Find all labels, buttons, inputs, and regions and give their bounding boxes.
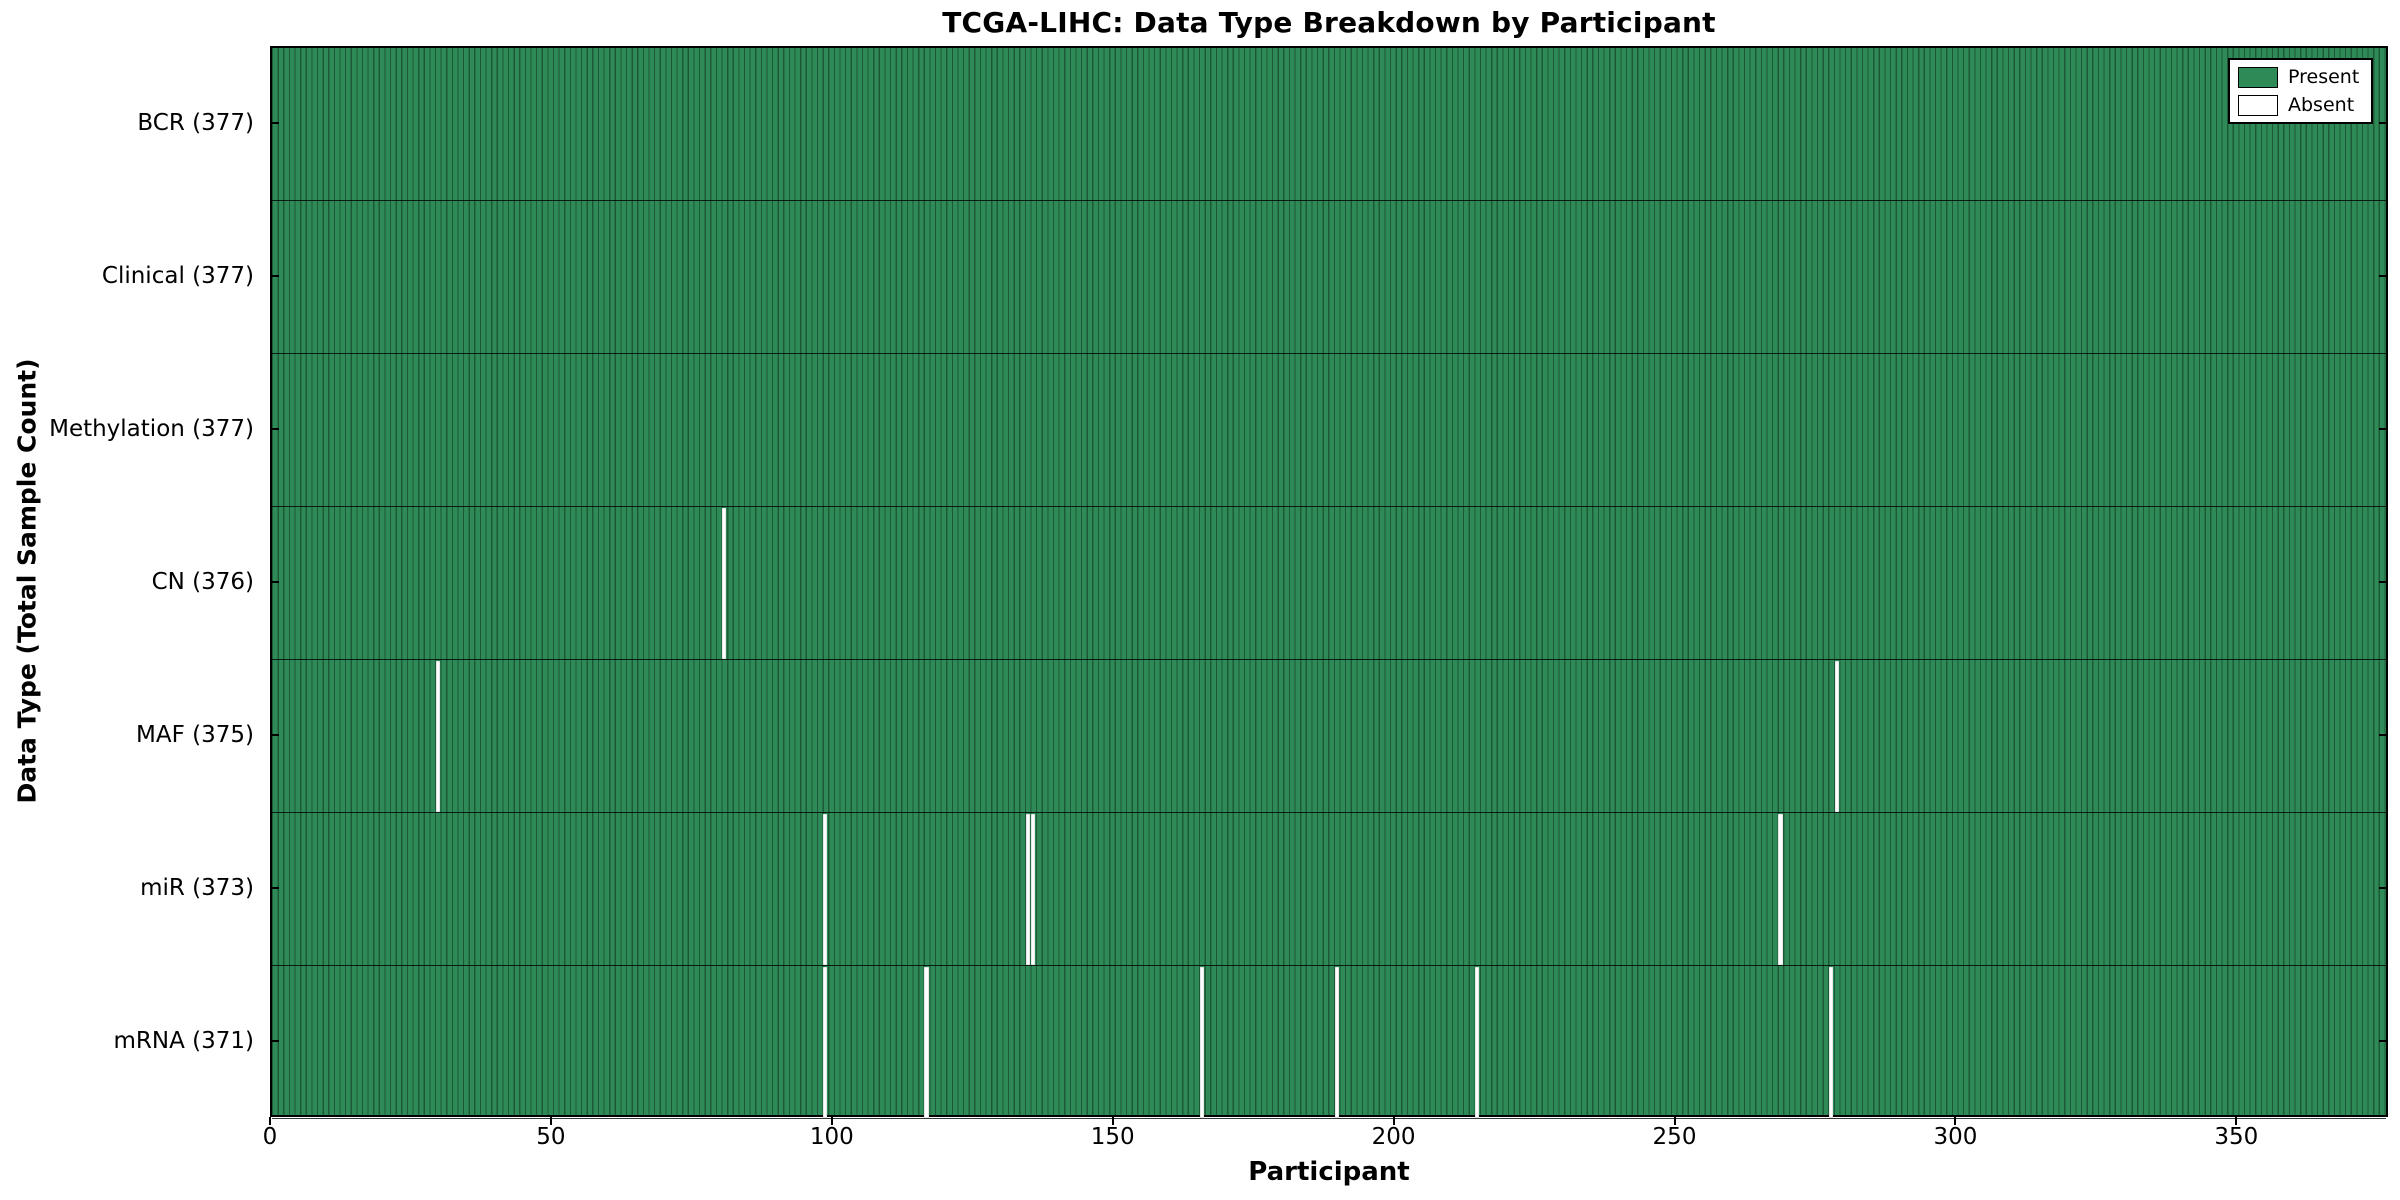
legend-swatch-absent bbox=[2238, 94, 2278, 116]
ytick-label-Methylation: Methylation (377) bbox=[49, 415, 254, 442]
left-tick-BCR bbox=[270, 121, 279, 124]
ytick-label-CN: CN (376) bbox=[151, 568, 254, 595]
xtick-mark-350 bbox=[2235, 1117, 2238, 1125]
right-tick-MAF bbox=[2379, 733, 2388, 736]
legend-entry-present: Present bbox=[2238, 66, 2359, 88]
ytick-label-MAF: MAF (375) bbox=[136, 721, 254, 748]
absent-marker-MAF-278 bbox=[1834, 661, 1839, 812]
xtick-label-350: 350 bbox=[2214, 1124, 2259, 1150]
xtick-mark-150 bbox=[1111, 1117, 1114, 1125]
row-band-CN bbox=[272, 507, 2386, 660]
right-tick-miR bbox=[2379, 886, 2388, 889]
xtick-mark-50 bbox=[549, 1117, 552, 1125]
left-tick-MAF bbox=[270, 733, 279, 736]
left-tick-CN bbox=[270, 580, 279, 583]
ytick-label-Clinical: Clinical (377) bbox=[101, 262, 254, 289]
row-band-BCR bbox=[272, 48, 2386, 201]
ytick-label-mRNA: mRNA (371) bbox=[113, 1027, 254, 1054]
xtick-label-200: 200 bbox=[1371, 1124, 1416, 1150]
chart-title: TCGA-LIHC: Data Type Breakdown by Partic… bbox=[942, 6, 1716, 39]
absent-marker-miR-135 bbox=[1031, 814, 1036, 965]
absent-marker-mRNA-277 bbox=[1828, 967, 1834, 1118]
row-band-Clinical bbox=[272, 201, 2386, 354]
ytick-label-BCR: BCR (377) bbox=[137, 109, 254, 136]
legend-label-present: Present bbox=[2288, 66, 2360, 88]
x-axis-label: Participant bbox=[1248, 1157, 1410, 1187]
left-tick-Methylation bbox=[270, 427, 279, 430]
absent-marker-mRNA-214 bbox=[1474, 967, 1480, 1118]
absent-marker-CN-80 bbox=[722, 508, 727, 659]
absent-marker-miR-134 bbox=[1025, 814, 1030, 965]
left-tick-mRNA bbox=[270, 1039, 279, 1042]
absent-marker-mRNA-98 bbox=[823, 967, 828, 1118]
legend-swatch-present bbox=[2238, 66, 2278, 88]
xtick-label-300: 300 bbox=[1933, 1124, 1978, 1150]
right-tick-Methylation bbox=[2379, 427, 2388, 430]
xtick-mark-0 bbox=[269, 1117, 271, 1125]
xtick-mark-200 bbox=[1392, 1117, 1395, 1125]
xtick-label-100: 100 bbox=[809, 1124, 854, 1150]
left-tick-miR bbox=[270, 886, 279, 889]
absent-marker-mRNA-165 bbox=[1199, 967, 1204, 1118]
row-band-mRNA bbox=[272, 966, 2386, 1119]
plot-area bbox=[270, 46, 2388, 1119]
left-tick-Clinical bbox=[270, 274, 279, 277]
xtick-label-0: 0 bbox=[262, 1124, 278, 1150]
right-tick-mRNA bbox=[2379, 1039, 2388, 1042]
absent-marker-mRNA-116 bbox=[924, 967, 929, 1118]
right-tick-Clinical bbox=[2379, 274, 2388, 277]
right-tick-CN bbox=[2379, 580, 2388, 583]
xtick-mark-100 bbox=[830, 1117, 833, 1125]
row-band-Methylation bbox=[272, 354, 2386, 507]
ytick-label-miR: miR (373) bbox=[140, 874, 254, 901]
absent-marker-miR-98 bbox=[823, 814, 828, 965]
legend-entry-absent: Absent bbox=[2238, 94, 2359, 116]
xtick-mark-250 bbox=[1673, 1117, 1676, 1125]
legend-label-absent: Absent bbox=[2288, 94, 2355, 116]
absent-marker-mRNA-189 bbox=[1334, 967, 1339, 1118]
right-tick-BCR bbox=[2379, 121, 2388, 124]
xtick-label-150: 150 bbox=[1090, 1124, 1135, 1150]
legend: Present Absent bbox=[2228, 58, 2374, 124]
xtick-label-50: 50 bbox=[536, 1124, 566, 1150]
row-band-miR bbox=[272, 813, 2386, 966]
absent-marker-miR-268 bbox=[1778, 814, 1783, 965]
row-band-MAF bbox=[272, 660, 2386, 813]
xtick-label-250: 250 bbox=[1652, 1124, 1697, 1150]
absent-marker-MAF-29 bbox=[435, 661, 440, 812]
xtick-mark-300 bbox=[1954, 1117, 1957, 1125]
